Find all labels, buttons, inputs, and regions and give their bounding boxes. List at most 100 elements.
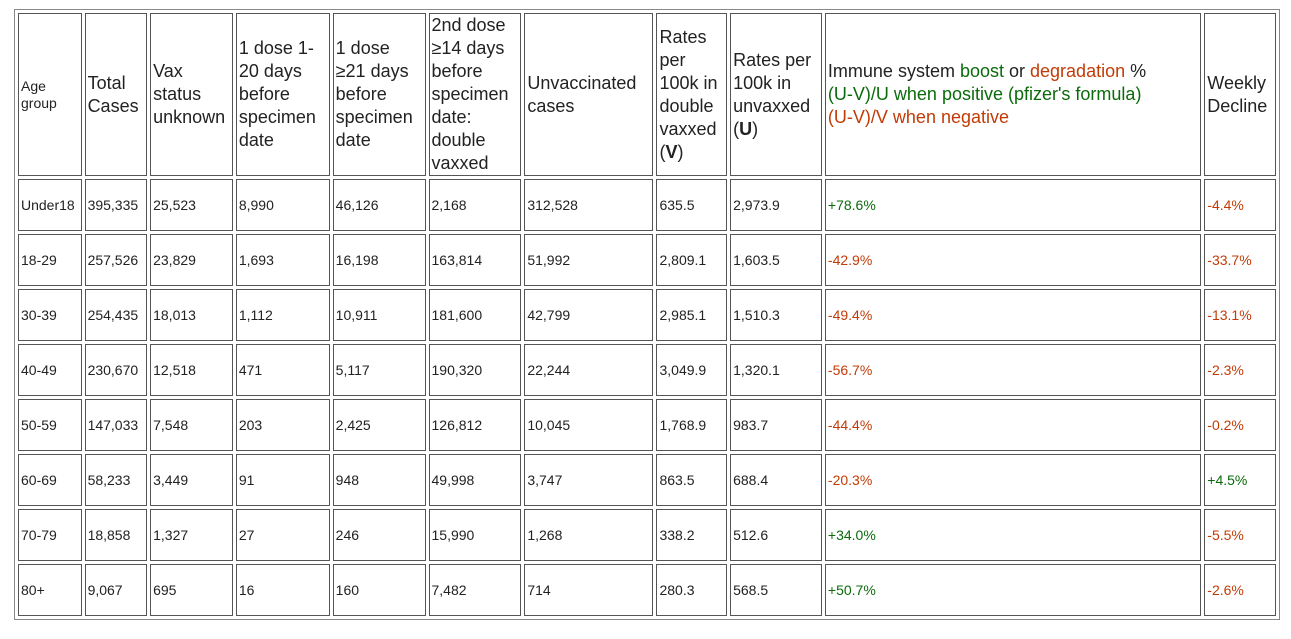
cell-dose1-21: 246 — [332, 509, 426, 561]
cell-weekly-decline: -4.4% — [1204, 179, 1276, 231]
immune-formula-positive: (U-V)/U when positive (pfizer's formula) — [827, 84, 1142, 104]
cell-unvaccinated: 312,528 — [524, 179, 654, 231]
table-row: 18-29 257,526 23,829 1,693 16,198 163,814 51,9… — [18, 234, 1276, 286]
header-row: Age group Total Cases Vax status unknown… — [18, 13, 1276, 176]
cell-dose1-21: 5,117 — [332, 344, 426, 396]
rate-vaxxed-suffix: ) — [677, 141, 684, 162]
cell-age-group: 60-69 — [18, 454, 82, 506]
cell-dose1-21: 10,911 — [332, 289, 426, 341]
header-unvaccinated-cases: Unvaccinated cases — [524, 13, 654, 176]
header-rate-unvaxxed: Rates per 100k in unvaxxed (U) — [730, 13, 822, 176]
cell-vax-unknown: 25,523 — [150, 179, 233, 231]
cell-dose1-1-20: 203 — [235, 399, 330, 451]
table-row: Under18 395,335 25,523 8,990 46,126 2,168 312,… — [18, 179, 1276, 231]
immune-boost-text: boost — [959, 61, 1004, 81]
header-dose1-21-days: 1 dose ≥21 days before specimen date — [332, 13, 426, 176]
cell-dose1-21: 160 — [332, 564, 426, 616]
cell-age-group: 30-39 — [18, 289, 82, 341]
cell-vax-unknown: 7,548 — [150, 399, 233, 451]
table-row: 30-39 254,435 18,013 1,112 10,911 181,600 42,7… — [18, 289, 1276, 341]
rate-unvaxxed-letter: U — [739, 118, 753, 139]
cell-unvaccinated: 3,747 — [524, 454, 654, 506]
header-rate-double-vaxxed: Rates per 100k in double vaxxed (V) — [656, 13, 728, 176]
rate-vaxxed-letter: V — [665, 141, 678, 162]
cell-dose1-1-20: 1,693 — [235, 234, 330, 286]
cell-dose2: 190,320 — [428, 344, 522, 396]
cell-immune-change: -56.7% — [824, 344, 1202, 396]
cell-rate-vaxxed: 2,809.1 — [656, 234, 728, 286]
cell-dose2: 15,990 — [428, 509, 522, 561]
cell-weekly-decline: -2.3% — [1204, 344, 1276, 396]
cell-vax-unknown: 1,327 — [150, 509, 233, 561]
table-row: 50-59 147,033 7,548 203 2,425 126,812 10,045 1,… — [18, 399, 1276, 451]
table-row: 80+ 9,067 695 16 160 7,482 714 280.3 568.5 +50.7%… — [18, 564, 1276, 616]
cell-weekly-decline: +4.5% — [1204, 454, 1276, 506]
cell-rate-vaxxed: 1,768.9 — [656, 399, 728, 451]
cell-vax-unknown: 18,013 — [150, 289, 233, 341]
cell-total-cases: 9,067 — [84, 564, 148, 616]
cell-age-group: 80+ — [18, 564, 82, 616]
cell-dose1-1-20: 8,990 — [235, 179, 330, 231]
cell-weekly-decline: -33.7% — [1204, 234, 1276, 286]
header-dose2-double-vaxxed: 2nd dose ≥14 days before specimen date: … — [428, 13, 522, 176]
cell-unvaccinated: 714 — [524, 564, 654, 616]
cell-rate-vaxxed: 280.3 — [656, 564, 728, 616]
cell-total-cases: 18,858 — [84, 509, 148, 561]
cell-weekly-decline: -13.1% — [1204, 289, 1276, 341]
immune-percent-text: % — [1125, 61, 1147, 81]
cell-age-group: 70-79 — [18, 509, 82, 561]
cell-dose1-21: 948 — [332, 454, 426, 506]
immune-formula-negative: (U-V)/V when negative — [827, 107, 1010, 127]
cell-vax-unknown: 23,829 — [150, 234, 233, 286]
header-dose1-1-20-days: 1 dose 1-20 days before specimen date — [235, 13, 330, 176]
cell-dose2: 181,600 — [428, 289, 522, 341]
cell-rate-unvaxxed: 512.6 — [730, 509, 822, 561]
cell-total-cases: 395,335 — [84, 179, 148, 231]
cell-immune-change: -44.4% — [824, 399, 1202, 451]
immune-title-text: Immune system — [827, 61, 960, 81]
rate-vaxxed-prefix: Rates per 100k in double vaxxed ( — [659, 26, 718, 162]
cell-dose2: 126,812 — [428, 399, 522, 451]
cell-total-cases: 147,033 — [84, 399, 148, 451]
cell-rate-vaxxed: 635.5 — [656, 179, 728, 231]
cell-age-group: Under18 — [18, 179, 82, 231]
table-body: Under18 395,335 25,523 8,990 46,126 2,168 312,… — [18, 179, 1276, 616]
cell-total-cases: 58,233 — [84, 454, 148, 506]
cell-unvaccinated: 51,992 — [524, 234, 654, 286]
cell-dose1-1-20: 1,112 — [235, 289, 330, 341]
cell-dose2: 2,168 — [428, 179, 522, 231]
header-total-cases: Total Cases — [84, 13, 148, 176]
cell-dose1-1-20: 91 — [235, 454, 330, 506]
vaccination-case-table: Age group Total Cases Vax status unknown… — [14, 9, 1280, 620]
table-header: Age group Total Cases Vax status unknown… — [18, 13, 1276, 176]
cell-vax-unknown: 12,518 — [150, 344, 233, 396]
cell-unvaccinated: 22,244 — [524, 344, 654, 396]
cell-immune-change: +34.0% — [824, 509, 1202, 561]
table-row: 70-79 18,858 1,327 27 246 15,990 1,268 338.2 512… — [18, 509, 1276, 561]
header-weekly-decline: Weekly Decline — [1204, 13, 1276, 176]
cell-immune-change: -42.9% — [824, 234, 1202, 286]
cell-dose1-1-20: 16 — [235, 564, 330, 616]
cell-rate-unvaxxed: 1,320.1 — [730, 344, 822, 396]
cell-dose1-1-20: 27 — [235, 509, 330, 561]
header-age-group: Age group — [18, 13, 82, 176]
cell-total-cases: 254,435 — [84, 289, 148, 341]
table-row: 40-49 230,670 12,518 471 5,117 190,320 22,244 3… — [18, 344, 1276, 396]
immune-or-text: or — [1004, 61, 1031, 81]
header-immune-system: Immune system boost or degradation % (U-… — [824, 13, 1202, 176]
cell-total-cases: 230,670 — [84, 344, 148, 396]
cell-age-group: 50-59 — [18, 399, 82, 451]
rate-unvaxxed-suffix: ) — [752, 118, 759, 139]
cell-rate-vaxxed: 2,985.1 — [656, 289, 728, 341]
cell-vax-unknown: 695 — [150, 564, 233, 616]
immune-degradation-text: degradation — [1030, 61, 1126, 81]
cell-rate-unvaxxed: 1,510.3 — [730, 289, 822, 341]
table-row: 60-69 58,233 3,449 91 948 49,998 3,747 863.5 688… — [18, 454, 1276, 506]
cell-immune-change: -49.4% — [824, 289, 1202, 341]
cell-rate-unvaxxed: 688.4 — [730, 454, 822, 506]
cell-dose2: 163,814 — [428, 234, 522, 286]
cell-weekly-decline: -2.6% — [1204, 564, 1276, 616]
cell-rate-vaxxed: 3,049.9 — [656, 344, 728, 396]
cell-age-group: 40-49 — [18, 344, 82, 396]
cell-weekly-decline: -0.2% — [1204, 399, 1276, 451]
